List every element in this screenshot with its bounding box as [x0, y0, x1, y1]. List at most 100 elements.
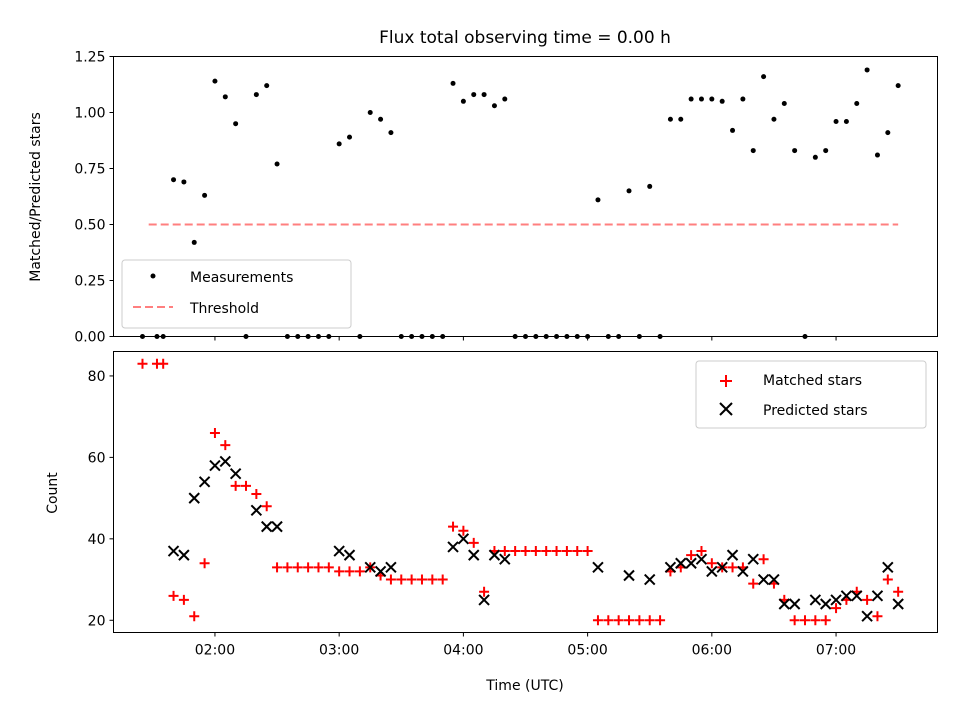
- top-y-tick-label: 0.75: [74, 162, 105, 178]
- predicted-star-point: [488, 549, 501, 561]
- measurement-point: [854, 101, 860, 107]
- matched-star-point: [603, 615, 614, 626]
- measurement-point: [781, 101, 787, 107]
- matched-star-point: [396, 574, 407, 585]
- bottom-y-axis-label: Count: [45, 472, 61, 514]
- matched-star-point: [893, 586, 904, 597]
- measurement-point: [843, 118, 849, 124]
- matched-star-point: [230, 480, 241, 491]
- legend-predicted-label: Predicted stars: [763, 403, 868, 419]
- matched-star-point: [541, 546, 552, 557]
- bottom-legend: Matched stars Predicted stars: [695, 360, 927, 429]
- predicted-star-point: [343, 549, 356, 561]
- measurement-point: [233, 121, 239, 127]
- matched-star-point: [789, 615, 800, 626]
- predicted-star-point: [457, 533, 470, 545]
- matched-star-point: [862, 594, 873, 605]
- predicted-star-point: [447, 541, 459, 553]
- bottom-y-tick-label: 80: [88, 369, 106, 385]
- predicted-star-point: [892, 598, 904, 610]
- measurement-point: [688, 96, 694, 102]
- matched-star-point: [168, 590, 179, 601]
- bottom-x-tick-label: 07:00: [816, 643, 856, 659]
- predicted-star-point: [478, 594, 490, 606]
- matched-star-point: [706, 558, 717, 569]
- matched-star-point: [323, 562, 334, 573]
- measurement-point: [378, 116, 384, 122]
- matched-star-point: [479, 586, 490, 597]
- matched-star-point: [220, 440, 231, 451]
- measurement-point: [264, 83, 270, 89]
- measurement-point: [450, 80, 456, 86]
- legend-measurements-label: Measurements: [190, 270, 293, 286]
- predicted-star-point: [209, 459, 221, 472]
- top-plot-marks: [139, 67, 901, 339]
- predicted-star-point: [747, 553, 759, 565]
- predicted-star-point: [851, 590, 863, 602]
- measurement-point: [388, 130, 394, 136]
- matched-star-point: [158, 358, 169, 369]
- top-legend: Measurements Threshold: [121, 259, 352, 329]
- predicted-star-point: [830, 594, 842, 606]
- predicted-star-point: [685, 557, 697, 569]
- measurement-point: [491, 103, 497, 109]
- matched-star-point: [582, 546, 593, 557]
- matched-star-point: [810, 615, 821, 626]
- measurement-point: [595, 197, 601, 203]
- predicted-star-point: [768, 573, 780, 586]
- matched-star-point: [820, 615, 831, 626]
- predicted-star-point: [840, 590, 853, 602]
- matched-star-point: [686, 550, 697, 561]
- predicted-star-point: [219, 455, 232, 468]
- matched-star-point: [334, 566, 345, 577]
- predicted-star-point: [664, 561, 677, 574]
- matched-star-point: [634, 615, 645, 626]
- matched-star-point: [416, 574, 427, 585]
- measurement-point: [740, 96, 746, 102]
- measurement-point: [678, 116, 684, 122]
- bottom-x-tick-label: 02:00: [195, 643, 235, 659]
- predicted-star-point: [229, 467, 242, 480]
- bottom-y-tick-label: 20: [88, 613, 106, 629]
- matched-star-point: [530, 546, 541, 557]
- matched-star-point: [613, 615, 624, 626]
- predicted-star-point: [198, 476, 211, 488]
- matched-star-point: [510, 546, 521, 557]
- predicted-star-point: [250, 504, 263, 517]
- measurement-point: [191, 239, 197, 245]
- predicted-star-point: [260, 520, 273, 533]
- predicted-star-point: [364, 561, 376, 574]
- matched-star-point: [624, 615, 635, 626]
- top-y-tick-label: 0.00: [74, 330, 105, 346]
- bottom-y-tick-label: 40: [88, 532, 106, 548]
- top-y-tick-label: 1.00: [74, 106, 105, 122]
- matched-star-point: [644, 615, 655, 626]
- matched-star-point: [199, 558, 210, 569]
- predicted-star-point: [271, 520, 283, 533]
- matched-star-point: [758, 554, 769, 565]
- bottom-y-tick-label: 60: [88, 450, 106, 466]
- top-y-tick-label: 1.25: [74, 50, 105, 66]
- matched-star-point: [354, 566, 365, 577]
- measurement-point: [761, 74, 767, 80]
- matched-star-point: [189, 611, 200, 622]
- matched-star-point: [292, 562, 303, 573]
- matched-star-point: [209, 427, 220, 438]
- bottom-plot-frame: [113, 351, 938, 633]
- measurement-point: [471, 92, 477, 98]
- predicted-star-point: [695, 553, 708, 565]
- matched-star-point: [799, 615, 810, 626]
- top-axis-ticks: 0.00 0.25 0.50 0.75 1.00 1.25: [74, 50, 837, 346]
- matched-star-point: [748, 578, 759, 589]
- top-y-tick-label: 0.50: [74, 218, 105, 234]
- predicted-star-point: [716, 561, 728, 574]
- measurement-point: [222, 94, 228, 100]
- legend-threshold-label: Threshold: [189, 301, 259, 317]
- matched-star-point: [137, 358, 148, 369]
- measurement-point: [336, 141, 342, 147]
- measurement-point: [626, 188, 632, 194]
- predicted-star-point: [778, 598, 791, 610]
- matched-star-point: [272, 562, 283, 573]
- bottom-x-axis-label: Time (UTC): [485, 678, 563, 694]
- measurement-point: [667, 116, 673, 122]
